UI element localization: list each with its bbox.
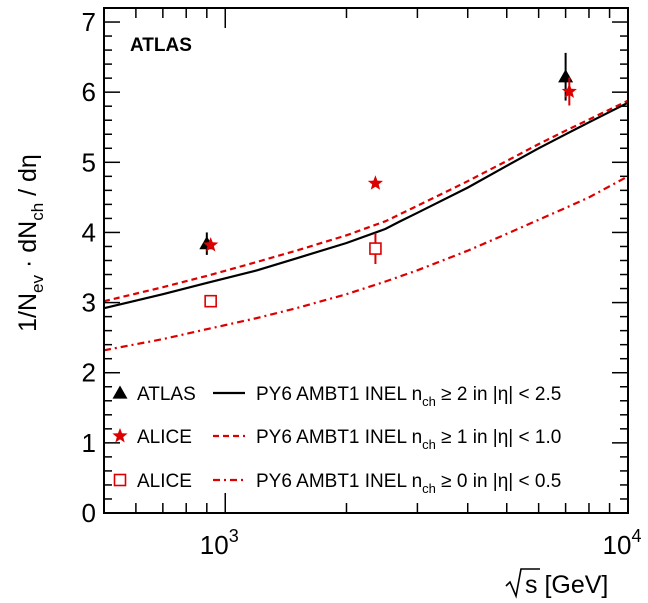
y-tick-label: 3 <box>82 288 96 318</box>
x-axis-title-unit: [GeV] <box>538 571 609 599</box>
legend-marker-1 <box>112 385 128 399</box>
legend-curve-label-2: PY6 AMBT1 INEL nch ≥ 1 in |η| < 1.0 <box>256 427 561 452</box>
y-tick-label: 0 <box>82 498 96 528</box>
legend-curve-subscript: ch <box>422 437 436 452</box>
sqrt-symbol <box>505 568 540 599</box>
point-alice-star-3 <box>561 83 577 98</box>
x-tick-base: 10 <box>200 530 229 560</box>
curve-line-3 <box>103 175 629 352</box>
atlas-annotation: ATLAS <box>130 35 192 56</box>
data-points <box>199 52 577 308</box>
axis-titles: s [GeV]1/Nev · dNch / dη <box>14 154 608 599</box>
legend-label-3: ALICE <box>137 471 192 492</box>
x-tick-label: 103 <box>200 526 239 560</box>
y-axis-title-part: · dN <box>14 221 42 275</box>
legend-curve-text: PY6 AMBT1 INEL n <box>256 427 422 448</box>
x-tick-exponent: 4 <box>631 526 641 546</box>
point-alice-open-square-1 <box>204 294 217 308</box>
y-tick-label: 1 <box>82 428 96 458</box>
y-axis-title-part: 1/N <box>14 293 42 332</box>
y-axis-title: 1/Nev · dNch / dη <box>14 154 47 332</box>
x-tick-base: 10 <box>603 530 632 560</box>
x-axis-title-text: s [GeV] <box>525 571 608 599</box>
y-axis-title-subscript: ch <box>28 203 47 221</box>
legend-curve-label-1: PY6 AMBT1 INEL nch ≥ 2 in |η| < 2.5 <box>256 384 561 409</box>
legend-curve-text: PY6 AMBT1 INEL n <box>256 471 422 492</box>
legend-curve-text: ≥ 0 in |η| < 0.5 <box>436 471 561 492</box>
legend-curve-text: ≥ 2 in |η| < 2.5 <box>436 384 561 405</box>
y-axis-title-part: / dη <box>14 154 42 203</box>
model-curves <box>103 99 629 352</box>
point-alice-star-2 <box>367 175 383 190</box>
legend-curve-subscript: ch <box>422 394 436 409</box>
legend-label-1: ATLAS <box>137 384 196 405</box>
legend-curve-text: ≥ 1 in |η| < 1.0 <box>436 427 561 448</box>
y-tick-label: 6 <box>82 77 96 107</box>
x-axis-title-s: s <box>525 571 538 599</box>
legend-curve-text: PY6 AMBT1 INEL n <box>256 384 422 405</box>
point-alice-star-1 <box>203 237 219 252</box>
curve-line-2 <box>103 99 629 303</box>
legend-curve-label-3: PY6 AMBT1 INEL nch ≥ 0 in |η| < 0.5 <box>256 471 561 496</box>
curve-line-1 <box>103 101 629 310</box>
x-axis-title: s [GeV] <box>505 568 608 599</box>
x-tick-exponent: 3 <box>229 526 239 546</box>
legend-curve-subscript: ch <box>422 481 436 496</box>
y-tick-label: 2 <box>82 358 96 388</box>
legend-marker-2 <box>112 428 128 443</box>
point-atlas-triangle-2 <box>558 69 574 83</box>
y-tick-label: 4 <box>82 217 96 247</box>
legend-marker-3 <box>113 473 127 487</box>
x-tick-label: 104 <box>603 526 642 560</box>
y-axis-title-subscript: ev <box>28 274 47 292</box>
point-alice-open-square-2 <box>369 242 382 255</box>
legend-label-2: ALICE <box>137 427 192 448</box>
y-tick-label: 7 <box>82 7 96 37</box>
y-tick-label: 5 <box>82 147 96 177</box>
